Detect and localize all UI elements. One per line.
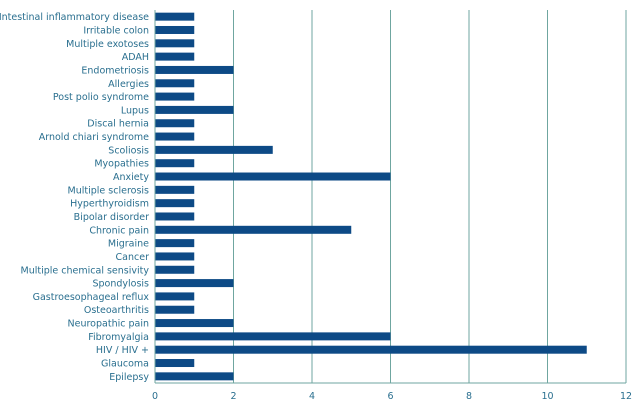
bar	[155, 25, 195, 34]
category-label: Hyperthyroidism	[70, 199, 149, 210]
category-label: Multiple chemical sensivity	[21, 265, 150, 276]
x-tick-label: 10	[541, 391, 553, 402]
bar	[155, 12, 195, 21]
grid-layer	[233, 10, 627, 383]
category-label: Neuropathic pain	[68, 319, 149, 330]
category-label: Myopathies	[94, 159, 149, 170]
category-label: Migraine	[108, 239, 149, 250]
bar	[155, 252, 195, 261]
bar	[155, 225, 352, 234]
category-label: Intestinal inflammatory disease	[0, 12, 149, 23]
x-tick-label: 6	[387, 391, 393, 402]
category-label: HIV / HIV +	[96, 345, 149, 356]
category-label: Scoliosis	[108, 145, 149, 156]
category-label: Cancer	[116, 252, 150, 263]
category-label: Osteoarthritis	[84, 305, 149, 316]
category-label: Epilepsy	[109, 372, 149, 383]
bar	[155, 145, 273, 154]
x-tick-labels: 0 2 4 6 8 10 12	[152, 391, 632, 402]
category-label: Chronic pain	[89, 225, 149, 236]
bar	[155, 199, 195, 208]
x-tick-label: 2	[230, 391, 236, 402]
x-tick-label: 0	[152, 391, 158, 402]
category-label: Spondylosis	[92, 279, 149, 290]
bar	[155, 372, 234, 381]
bar	[155, 132, 195, 141]
category-label: Irritable colon	[83, 25, 149, 36]
category-labels: Intestinal inflammatory disease Irritable…	[0, 12, 149, 383]
bar	[155, 332, 391, 341]
bar	[155, 65, 234, 74]
x-tick-label: 4	[309, 391, 315, 402]
category-label: Discal hernia	[87, 119, 149, 130]
category-label: Glaucoma	[101, 359, 149, 370]
category-label: Gastroesophageal reflux	[33, 292, 150, 303]
category-label: Arnold chiari syndrome	[39, 132, 149, 143]
bar	[155, 79, 195, 88]
bar	[155, 172, 391, 181]
category-label: Bipolar disorder	[74, 212, 149, 223]
bar	[155, 279, 234, 288]
category-label: Post polio syndrome	[53, 92, 149, 103]
category-label: Multiple exotoses	[66, 39, 149, 50]
bar	[155, 319, 234, 328]
bar	[155, 292, 195, 301]
bar	[155, 305, 195, 314]
bar	[155, 92, 195, 101]
x-tick-label: 8	[466, 391, 472, 402]
bar	[155, 265, 195, 274]
bar-layer	[155, 12, 587, 381]
bar	[155, 119, 195, 128]
bar	[155, 52, 195, 61]
category-label: ADAH	[122, 52, 149, 63]
bar	[155, 185, 195, 194]
category-label: Allergies	[108, 79, 149, 90]
bar	[155, 39, 195, 48]
bar	[155, 105, 234, 114]
bar	[155, 239, 195, 248]
category-label: Lupus	[121, 105, 149, 116]
bar	[155, 159, 195, 168]
bar	[155, 359, 195, 368]
category-label: Fibromyalgia	[88, 332, 149, 343]
bar	[155, 345, 587, 354]
category-label: Multiple sclerosis	[68, 185, 150, 196]
bar	[155, 212, 195, 221]
category-label: Endometriosis	[81, 65, 149, 76]
axis-layer	[154, 10, 626, 384]
category-label: Anxiety	[113, 172, 149, 183]
x-tick-label: 12	[620, 391, 632, 402]
